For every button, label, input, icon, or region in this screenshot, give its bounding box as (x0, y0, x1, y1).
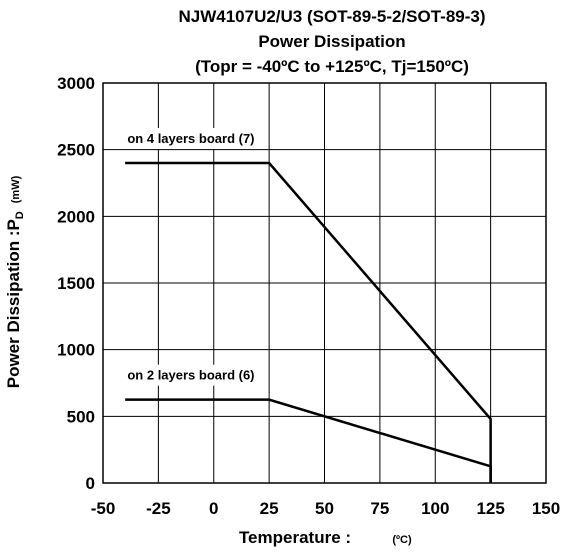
y-axis-label-subscript: D (14, 211, 26, 219)
x-tick-label: -25 (146, 499, 171, 518)
x-tick-label: 100 (421, 499, 449, 518)
y-axis-label-text: Power Dissipation :PD (mW) (4, 175, 26, 388)
y-tick-label: 0 (86, 474, 95, 493)
x-axis-label: Temperature : (ºC) (239, 528, 412, 547)
y-axis-label-unit: (mW) (10, 175, 22, 203)
y-tick-label: 3000 (57, 74, 95, 93)
x-axis-label-text: Temperature : (239, 528, 351, 547)
chart-title-line-1: NJW4107U2/U3 (SOT-89-5-2/SOT-89-3) (178, 7, 485, 26)
x-tick-label: -50 (91, 499, 116, 518)
series-line-1 (125, 161, 492, 483)
plot-data (125, 161, 492, 483)
x-tick-label: 125 (476, 499, 504, 518)
y-axis-label-main: Power Dissipation :P (4, 219, 23, 388)
series-label-background (117, 128, 265, 149)
series-label-background (117, 364, 265, 386)
series-line-2 (125, 398, 492, 483)
y-tick-label: 1500 (57, 274, 95, 293)
y-tick-label: 500 (67, 407, 95, 426)
series-labels: on 4 layers board (7) on 2 layers board (… (117, 128, 265, 386)
grid (102, 82, 547, 484)
chart-title: NJW4107U2/U3 (SOT-89-5-2/SOT-89-3) Power… (178, 7, 485, 76)
x-tick-label: 25 (260, 499, 279, 518)
y-tick-label: 2000 (57, 207, 95, 226)
series-label-1: on 4 layers board (7) (127, 131, 254, 146)
y-tick-label: 1000 (57, 341, 95, 360)
tick-labels: -50 -25 0 25 50 75 100 125 150050010001500200025… (57, 74, 560, 518)
chart-title-line-3: (Topr = -40ºC to +125ºC, Tj=150ºC) (195, 57, 469, 76)
x-axis-unit: (ºC) (392, 534, 412, 546)
x-tick-label: 50 (315, 499, 334, 518)
y-axis-label: Power Dissipation :PD (mW) (4, 175, 26, 388)
x-tick-label: 0 (209, 499, 218, 518)
x-tick-label: 150 (532, 499, 560, 518)
y-tick-label: 2500 (57, 141, 95, 160)
chart-title-line-2: Power Dissipation (258, 32, 405, 51)
series-label-2: on 2 layers board (6) (127, 368, 254, 383)
plot-frame (102, 82, 547, 484)
x-tick-label: 75 (370, 499, 389, 518)
